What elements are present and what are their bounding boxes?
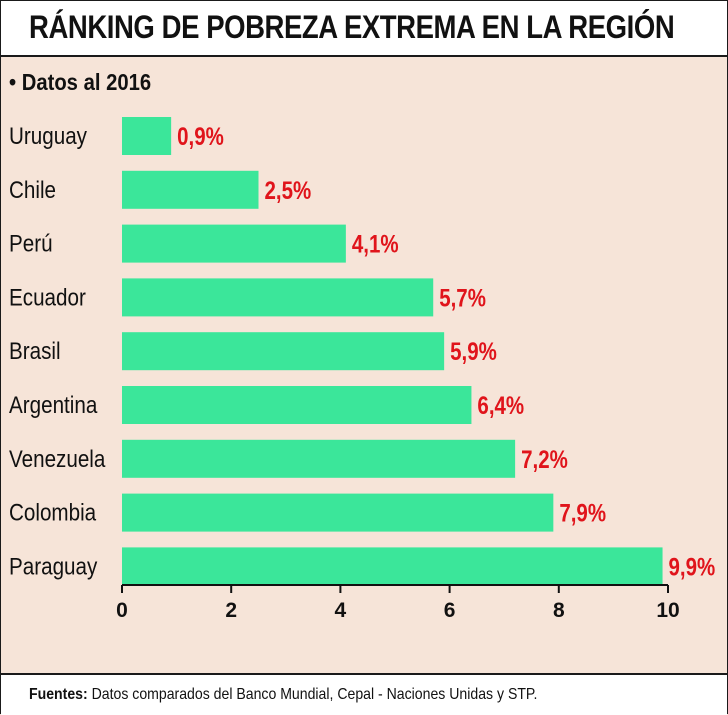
footer-label: Fuentes:: [29, 686, 88, 703]
footer: Fuentes: Datos comparados del Banco Mund…: [1, 673, 727, 715]
footer-sources-text: Datos comparados del Banco Mundial, Cepa…: [87, 686, 538, 703]
bar: [122, 117, 172, 155]
bar: [122, 170, 259, 209]
title-bar: RÁNKING DE POBREZA EXTREMA EN LA REGIÓN: [1, 1, 727, 57]
bar-chart: Uruguay 0,9% Chile 2,5% Perú 4,1% Ecuador 5,7% B…: [9, 117, 716, 622]
data-label: 4,1%: [352, 230, 399, 258]
bar: [122, 493, 554, 532]
x-tick-label: 4: [335, 599, 347, 622]
bar: [122, 332, 445, 371]
category-label: Venezuela: [9, 445, 106, 472]
bar: [122, 278, 434, 317]
category-label: Uruguay: [9, 123, 88, 150]
x-tick-label: 8: [553, 599, 565, 622]
data-label: 9,9%: [669, 552, 716, 580]
bar: [122, 439, 516, 478]
chart-subtitle: • Datos al 2016: [9, 69, 152, 95]
category-label: Argentina: [9, 392, 98, 419]
data-label: 2,5%: [265, 176, 312, 204]
data-label: 6,4%: [477, 391, 524, 419]
bar: [122, 224, 346, 263]
data-label: 7,2%: [521, 445, 568, 473]
category-label: Brasil: [9, 338, 61, 365]
data-label: 7,9%: [559, 499, 606, 527]
data-label: 0,9%: [177, 122, 224, 150]
category-label: Ecuador: [9, 284, 86, 311]
x-tick-label: 0: [116, 599, 128, 622]
category-label: Colombia: [9, 499, 97, 526]
x-tick-label: 10: [656, 599, 679, 622]
data-label: 5,9%: [450, 337, 497, 365]
x-tick-label: 2: [225, 599, 237, 622]
chart-title: RÁNKING DE POBREZA EXTREMA EN LA REGIÓN: [29, 9, 675, 45]
category-label: Paraguay: [9, 553, 98, 580]
bar: [122, 547, 663, 586]
data-label: 5,7%: [439, 283, 486, 311]
x-tick-label: 6: [444, 599, 456, 622]
footer-sources: Fuentes: Datos comparados del Banco Mund…: [29, 686, 537, 704]
bar: [122, 386, 472, 424]
category-label: Perú: [9, 230, 53, 257]
category-label: Chile: [9, 176, 56, 203]
